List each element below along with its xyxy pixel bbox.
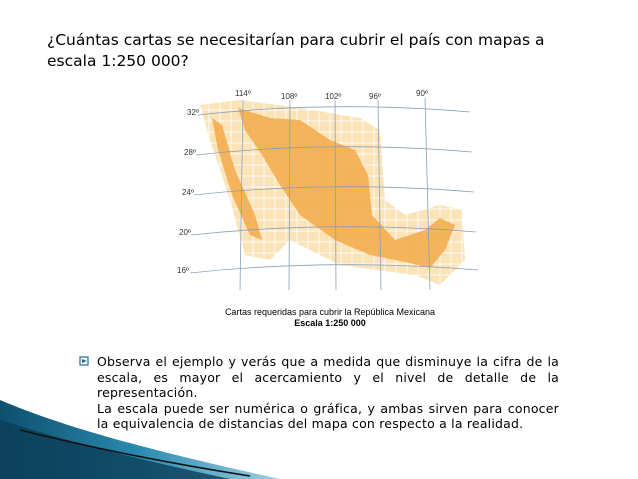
longitude-label: 102º — [325, 92, 342, 101]
bullet — [79, 356, 89, 366]
caption: Cartas requeridas para cubrir la Repúbli… — [180, 307, 480, 329]
caption-line: Cartas requeridas para cubrir la Repúbli… — [224, 307, 436, 317]
longitude-label: 96º — [369, 92, 381, 101]
latitude-label: 20º — [179, 228, 191, 237]
latitude-label: 28º — [184, 148, 196, 157]
question: ¿Cuántas cartas se necesitarían para cub… — [47, 31, 545, 70]
latitude-label: 32º — [187, 108, 199, 117]
paragraph: La escala puede ser numérica o gráfica, … — [97, 400, 559, 432]
longitude-label: 108º — [281, 92, 298, 101]
body-text: Observa el ejemplo y verás que a medida … — [97, 354, 559, 432]
longitude-label: 90º — [416, 89, 428, 98]
latitude-label: 24º — [182, 188, 194, 197]
map — [189, 97, 479, 291]
paragraph: Observa el ejemplo y verás que a medida … — [97, 354, 559, 400]
latitude-label: 16º — [177, 266, 189, 275]
longitude-label: 114º — [235, 89, 251, 98]
caption-scale: Escala 1:250 000 — [294, 318, 366, 328]
